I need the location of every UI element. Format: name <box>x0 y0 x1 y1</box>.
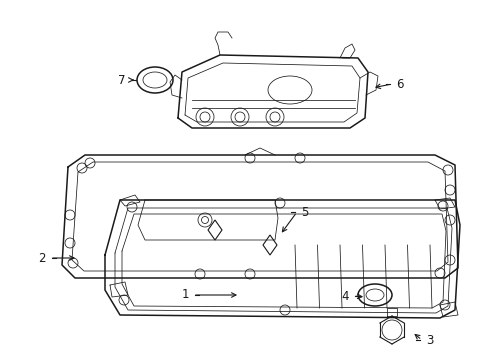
Text: 2: 2 <box>38 252 46 265</box>
Text: 6: 6 <box>395 77 403 90</box>
Text: 7: 7 <box>118 73 125 86</box>
Text: 5: 5 <box>301 206 308 219</box>
Text: 4: 4 <box>341 289 348 302</box>
Text: 1: 1 <box>181 288 188 302</box>
Text: 3: 3 <box>426 333 433 346</box>
